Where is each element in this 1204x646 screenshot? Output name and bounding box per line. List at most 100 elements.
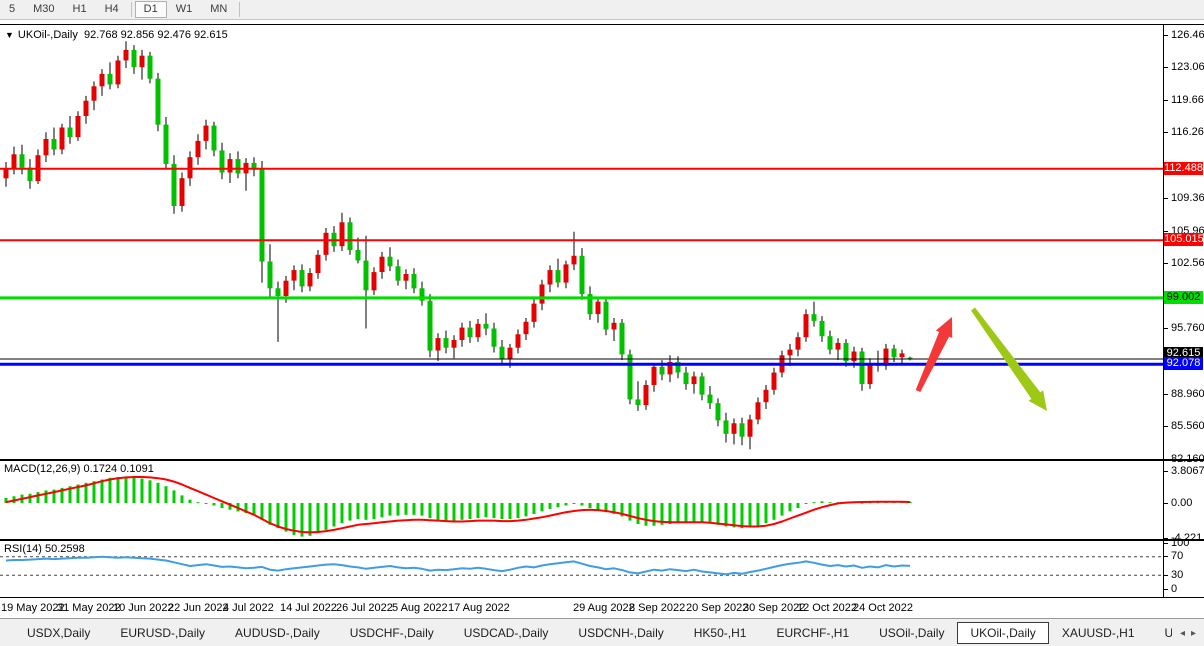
macd-histogram-bar [764,503,768,524]
candle-body [131,49,137,68]
candle-body [891,348,897,358]
macd-histogram-bar [812,502,816,504]
candle-body [603,301,609,330]
chart-tab-usdx-daily[interactable]: USDX,Daily [27,626,91,640]
candle-body [307,273,313,287]
tab-scroll-right-icon[interactable]: ▸ [1190,627,1196,639]
timeframe-button-h4[interactable]: H4 [104,3,119,15]
date-label: 24 Oct 2022 [853,602,913,614]
candle-body [251,162,257,170]
chart-tab-xauusd-h1[interactable]: XAUUSD-,H1 [1061,626,1135,640]
date-label: 26 Jul 2022 [336,602,393,614]
candle-body [483,323,489,329]
candle-body [899,353,905,358]
candle-body [195,140,201,158]
macd-histogram-bar [740,503,744,529]
price-tick [1163,100,1168,101]
panel-divider[interactable] [0,459,1204,461]
macd-histogram-bar [172,490,176,503]
candle-body [747,419,753,437]
macd-histogram-bar [428,503,432,519]
macd-histogram-bar [412,503,416,515]
tab-scroll-left-icon[interactable]: ◂ [1179,627,1185,639]
candle-body [731,423,737,434]
candle-body [547,270,553,285]
macd-histogram-bar [628,503,632,521]
candle-body [379,256,385,272]
date-label: 17 Aug 2022 [448,602,510,614]
timeframe-button-m30[interactable]: M30 [33,3,55,15]
price-tick [1163,198,1168,199]
rsi-canvas[interactable] [0,541,1163,597]
candle-body [531,303,537,322]
candle-body [843,342,849,362]
macd-histogram-bar [780,503,784,516]
candle-body [619,322,625,355]
chart-tab-usoil-daily[interactable]: USOil-,Daily [879,626,945,640]
candle-body [411,274,417,289]
candle-body [75,116,81,138]
chart-tab-eurusd-daily[interactable]: EURUSD-,Daily [120,626,206,640]
chart-tab-ukoil-daily[interactable]: UKOil-,Daily [957,622,1049,644]
price-tick [1163,426,1168,427]
macd-histogram-bar [364,503,368,520]
macd-scale-label: 3.8067 [1171,465,1204,477]
macd-histogram-bar [564,503,568,506]
date-label: 8 Sep 2022 [629,602,686,614]
timeframe-button-h1[interactable]: H1 [72,3,87,15]
candle-body [907,357,913,360]
chart-tab-ukoil-daily[interactable]: UKOil-,Daily [1164,626,1172,640]
chart-tab-usdchf-daily[interactable]: USDCHF-,Daily [349,626,434,640]
timeframe-button-d1[interactable]: D1 [134,1,167,18]
candle-body [795,337,801,350]
candle-body [587,294,593,315]
candle-body [811,314,817,321]
chart-tab-usdcnh-daily[interactable]: USDCNH-,Daily [578,626,664,640]
panel-divider[interactable] [0,539,1204,541]
macd-histogram-bar [164,486,168,503]
candle-body [299,270,305,287]
macd-histogram-bar [636,503,640,524]
macd-histogram-bar [572,503,576,504]
candle-body [771,372,777,390]
candle-body [563,264,569,283]
macd-signal-line [5,476,911,534]
candle-body [515,334,521,348]
timeframe-button-w1[interactable]: W1 [175,3,193,15]
rsi-scale-tick [1163,543,1168,544]
macd-canvas[interactable] [0,461,1163,539]
chart-tab-hk50-h1[interactable]: HK50-,H1 [693,626,747,640]
price-chart-canvas[interactable] [0,25,1163,459]
price-tick-label: 88.960 [1171,388,1204,400]
chart-area: ▼ UKOil-,Daily 92.768 92.856 92.476 92.61… [0,24,1204,618]
date-axis: 19 May 2022 31 May 2022 10 Jun 2022 22 Jun … [0,600,1204,618]
chart-tab-usdcad-daily[interactable]: USDCAD-,Daily [463,626,549,640]
macd-histogram-bar [308,503,312,536]
macd-histogram-bar [860,502,864,504]
macd-histogram-bar [4,498,8,503]
rsi-scale-label: 0 [1171,583,1178,595]
chart-tab-audusd-daily[interactable]: AUDUSD-,Daily [235,626,320,640]
buy-arrow-annotation[interactable] [915,317,953,392]
sell-arrow-annotation[interactable] [971,307,1047,412]
macd-histogram-bar [140,478,144,503]
candle-body [11,154,17,169]
macd-histogram-bar [828,502,832,504]
symbol-dropdown-icon[interactable]: ▼ [5,30,14,40]
macd-histogram-bar [316,503,320,534]
macd-histogram-bar [292,503,296,535]
chart-tab-eurchf-h1[interactable]: EURCHF-,H1 [776,626,850,640]
timeframe-button-mn[interactable]: MN [210,3,228,15]
timeframe-button-5[interactable]: 5 [9,3,16,15]
candle-body [723,420,729,434]
candle-body [371,272,377,291]
macd-histogram-bar [132,477,136,503]
candle-body [3,168,9,179]
macd-histogram-bar [244,503,248,514]
macd-histogram-bar [556,503,560,508]
macd-histogram-bar [508,503,512,519]
chart-tabs: USDX,Daily EURUSD-,Daily AUDUSD-,Daily USDC… [0,619,1172,646]
macd-histogram-bar [356,503,360,519]
date-label: 31 May 2022 [57,602,121,614]
candle-body [91,86,97,101]
